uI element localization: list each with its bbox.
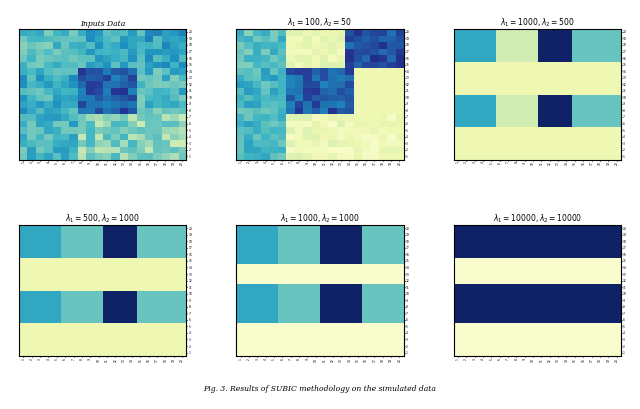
- Text: Fig. 3. Results of SUBIC methodology on the simulated data: Fig. 3. Results of SUBIC methodology on …: [204, 384, 436, 393]
- Title: $\lambda_1 = 1000, \lambda_2 = 500$: $\lambda_1 = 1000, \lambda_2 = 500$: [500, 16, 575, 29]
- Title: Inputs Data: Inputs Data: [80, 20, 125, 28]
- Title: $\lambda_1 = 500, \lambda_2 = 1000$: $\lambda_1 = 500, \lambda_2 = 1000$: [65, 212, 140, 225]
- Title: $\lambda_1 = 10000, \lambda_2 = 10000$: $\lambda_1 = 10000, \lambda_2 = 10000$: [493, 212, 582, 225]
- Title: $\lambda_1 = 1000, \lambda_2 = 1000$: $\lambda_1 = 1000, \lambda_2 = 1000$: [280, 212, 360, 225]
- Title: $\lambda_1 = 100, \lambda_2 = 50$: $\lambda_1 = 100, \lambda_2 = 50$: [287, 16, 353, 29]
